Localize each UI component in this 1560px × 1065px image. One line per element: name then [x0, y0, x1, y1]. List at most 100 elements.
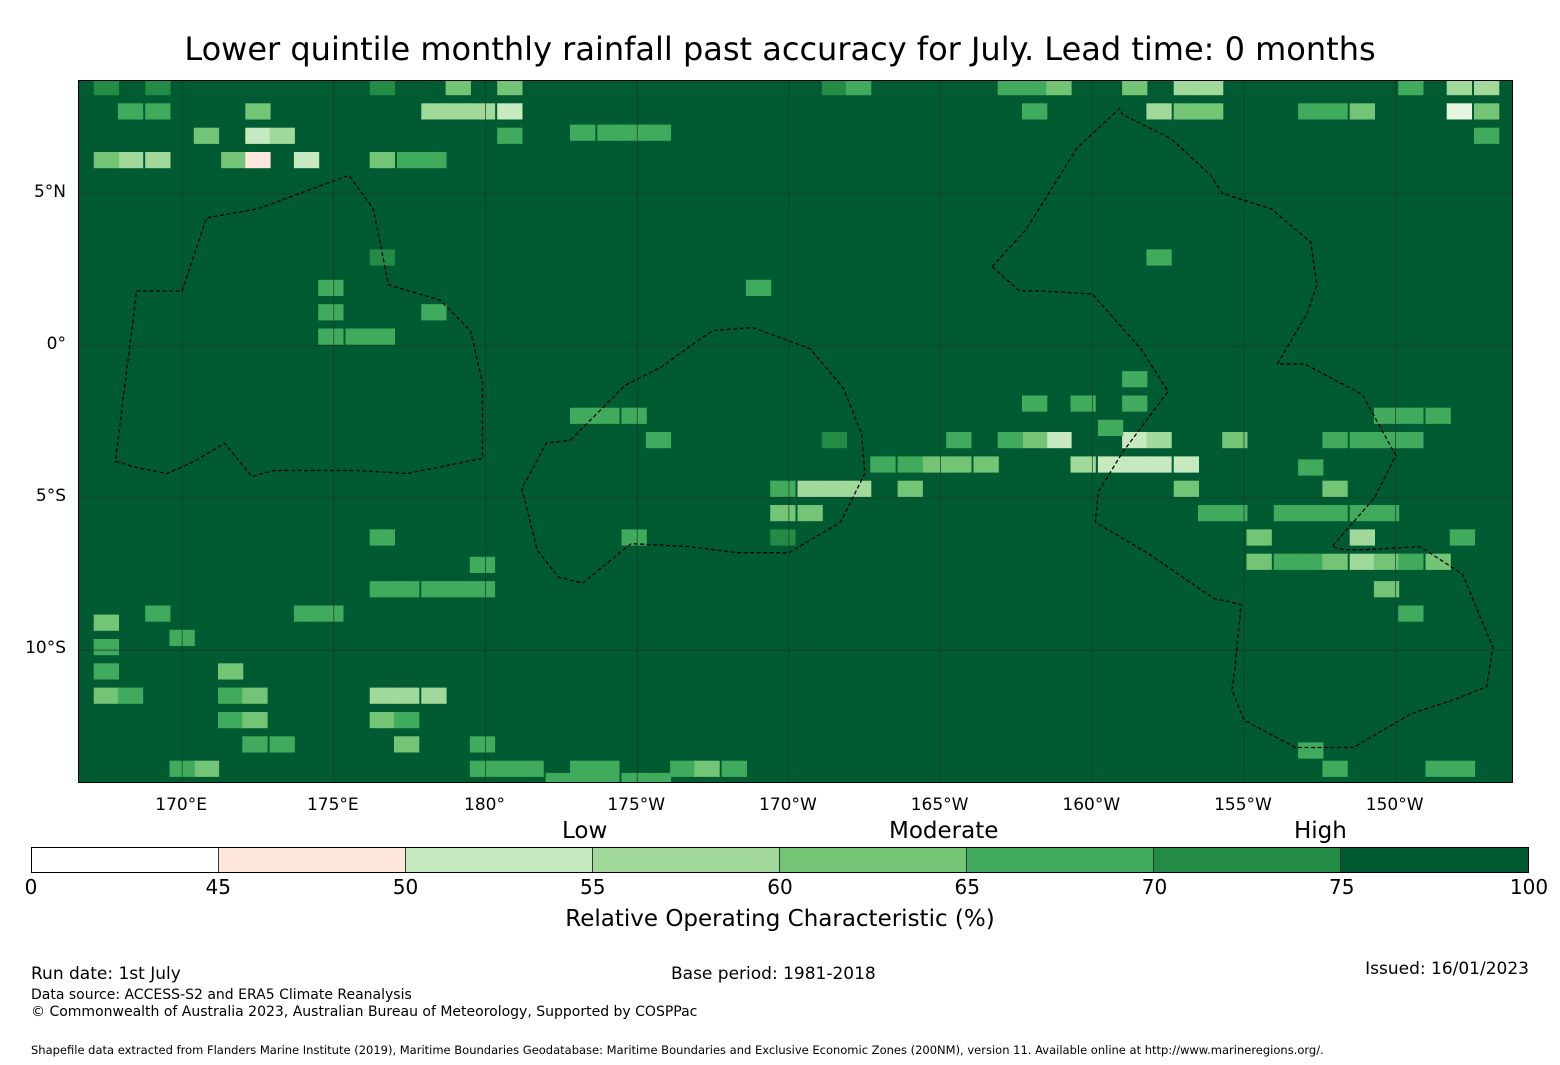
colorbar-tick-label: 65: [954, 875, 980, 899]
grid-cell: [1446, 103, 1472, 120]
grid-cell: [269, 736, 295, 753]
grid-cell: [897, 480, 923, 497]
grid-cell: [997, 432, 1023, 449]
grid-cell: [594, 772, 620, 782]
grid-cell: [770, 480, 796, 497]
grid-cell: [645, 772, 672, 782]
eez-boundary: [521, 326, 866, 584]
grid-cell: [1322, 505, 1348, 522]
grid-cell: [1122, 432, 1148, 449]
colorbar-segment: [967, 848, 1154, 872]
grid-cell: [1273, 505, 1300, 522]
grid-cell: [846, 81, 872, 96]
colorbar-tick-label: 0: [24, 875, 38, 899]
colorbar: [31, 847, 1529, 873]
colorbar-segment: [1341, 848, 1528, 872]
grid-cell: [397, 152, 423, 169]
grid-cell: [1122, 81, 1148, 96]
grid-cell: [369, 328, 395, 345]
grid-cell: [1022, 395, 1048, 412]
grid-cell: [597, 124, 623, 141]
grid-cell: [1474, 81, 1500, 96]
grid-cell: [269, 127, 295, 144]
grid-cell: [1349, 553, 1375, 570]
grid-cell: [218, 663, 244, 680]
grid-cell: [621, 124, 647, 141]
grid-cell: [870, 456, 896, 473]
grid-cell: [821, 432, 848, 449]
grid-cell: [1198, 505, 1224, 522]
grid-cell: [670, 760, 696, 777]
longitude-label: 155°W: [1214, 795, 1272, 815]
grid-cell: [1222, 505, 1248, 522]
grid-cell: [570, 407, 596, 424]
grid-cell: [394, 712, 420, 729]
grid-cell: [1398, 432, 1424, 449]
grid-cell: [1322, 760, 1348, 777]
grid-cell: [93, 687, 119, 704]
grid-cell: [1122, 371, 1148, 388]
grid-cell: [797, 505, 823, 522]
grid-cell: [497, 103, 523, 120]
grid-cell: [1322, 553, 1348, 570]
grid-cell: [570, 760, 596, 777]
longitude-label: 160°W: [1062, 795, 1121, 815]
grid-cell: [770, 529, 796, 546]
grid-cell: [1022, 81, 1048, 96]
grid-cell: [93, 152, 119, 169]
grid-cell: [1349, 432, 1375, 449]
grid-cell: [421, 581, 447, 598]
grid-cell: [497, 81, 523, 96]
grid-cell: [293, 605, 320, 622]
colorbar-tick-label: 50: [392, 875, 419, 899]
grid-cell: [445, 81, 471, 96]
grid-cell: [1298, 742, 1324, 759]
grid-cell: [1246, 553, 1272, 570]
grid-cell: [745, 279, 772, 296]
grid-cell: [946, 432, 972, 449]
eez-boundary: [991, 107, 1494, 749]
grid-cell: [1198, 81, 1224, 96]
grid-cell: [1298, 553, 1324, 570]
grid-cell: [721, 760, 747, 777]
grid-cell: [1173, 103, 1199, 120]
grid-cell: [1122, 395, 1148, 412]
grid-cell: [1349, 103, 1375, 120]
grid-cell: [245, 152, 271, 169]
grid-cell: [469, 760, 496, 777]
colorbar-tick-label: 70: [1141, 875, 1168, 899]
grid-cell: [897, 456, 923, 473]
grid-cell: [93, 663, 119, 680]
grid-cell: [1425, 407, 1451, 424]
grid-cell: [1097, 456, 1124, 473]
grid-cell: [145, 103, 171, 120]
grid-cell: [369, 581, 395, 598]
colorbar-tick-label: 60: [767, 875, 793, 899]
grid-cell: [1298, 505, 1324, 522]
grid-cell: [1246, 529, 1272, 546]
grid-cell: [221, 152, 247, 169]
grid-cell: [570, 124, 596, 141]
grid-cell: [445, 103, 471, 120]
grid-cell: [1398, 553, 1424, 570]
grid-cell: [797, 480, 823, 497]
grid-cell: [545, 772, 571, 782]
grid-cell: [1373, 407, 1400, 424]
grid-cell: [1298, 459, 1324, 476]
grid-cell: [245, 103, 271, 120]
rainfall-accuracy-map: [78, 80, 1513, 783]
grid-cell: [242, 712, 268, 729]
copyright: © Commonwealth of Australia 2023, Austra…: [31, 1004, 698, 1020]
grid-cell: [421, 152, 447, 169]
grid-cell: [293, 152, 320, 169]
shapefile-credit: Shapefile data extracted from Flanders M…: [31, 1043, 1324, 1057]
colorbar-tick-label: 55: [580, 875, 606, 899]
chart-title: Lower quintile monthly rainfall past acc…: [184, 30, 1376, 68]
grid-cell: [497, 127, 523, 144]
grid-cell: [469, 736, 496, 753]
longitude-label: 150°W: [1365, 795, 1424, 815]
base-period: Base period: 1981-2018: [671, 964, 876, 984]
grid-cell: [1022, 432, 1048, 449]
grid-cell: [518, 760, 544, 777]
grid-cell: [369, 152, 395, 169]
